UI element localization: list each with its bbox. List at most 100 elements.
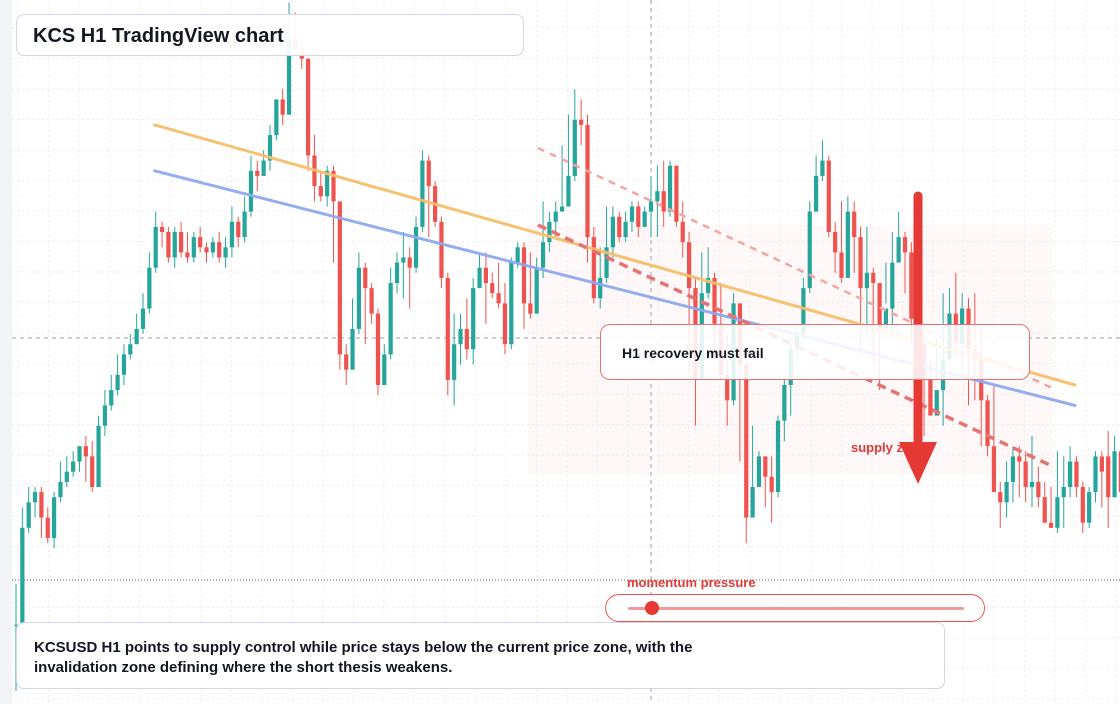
- candle-body: [325, 170, 330, 197]
- candle-body: [852, 211, 857, 238]
- candle-body: [242, 211, 247, 238]
- candle-body: [782, 385, 787, 421]
- left-price-rail: [0, 0, 12, 704]
- title-panel: KCS H1 TradingView chart: [16, 14, 524, 56]
- chart-title: KCS H1 TradingView chart: [33, 25, 284, 47]
- candle-body: [1029, 481, 1035, 487]
- candle-body: [496, 293, 501, 304]
- candle-body: [909, 252, 914, 319]
- summary-text: KCSUSD H1 points to supply control while…: [34, 639, 693, 676]
- candle-body: [1068, 461, 1073, 487]
- candle-body: [223, 247, 228, 258]
- candle-body: [166, 232, 171, 258]
- candle-body: [998, 492, 1003, 503]
- candle-body: [477, 267, 482, 289]
- candle-body: [128, 344, 133, 355]
- candle-body: [407, 257, 412, 268]
- candle-body: [204, 247, 209, 253]
- channel-lower: [537, 223, 1053, 468]
- candle-body: [763, 456, 768, 477]
- candle-body: [629, 206, 635, 222]
- candle-body: [744, 364, 749, 518]
- candle-body: [826, 160, 831, 232]
- candle-body: [229, 221, 234, 248]
- candle-body: [623, 221, 628, 238]
- candle-body: [490, 283, 495, 294]
- candle-body: [680, 221, 685, 243]
- candle-body: [13, 624, 19, 626]
- candle-body: [1106, 456, 1111, 498]
- candle-body: [1048, 522, 1054, 528]
- candle-body: [426, 160, 431, 187]
- candle-body: [610, 216, 615, 248]
- candle-body: [172, 232, 177, 258]
- candle-body: [547, 221, 552, 243]
- candle-body: [96, 425, 101, 487]
- candle-body: [64, 471, 69, 482]
- candle-body: [210, 242, 215, 253]
- candle-body: [814, 175, 819, 212]
- candle-body: [636, 206, 641, 227]
- candle-body: [375, 313, 381, 385]
- candle-body: [934, 390, 939, 416]
- momentum-slider[interactable]: [605, 594, 985, 622]
- candle-body: [280, 99, 285, 115]
- candle-body: [191, 237, 196, 258]
- callout-text: H1 recovery must fail: [622, 345, 764, 361]
- candle-body: [71, 461, 76, 472]
- candle-body: [509, 262, 514, 345]
- candle-body: [845, 211, 850, 278]
- candle-body: [687, 242, 692, 289]
- candle-body: [109, 390, 114, 406]
- candle-body: [883, 308, 889, 329]
- candle-body: [750, 487, 755, 518]
- candle-body: [274, 99, 279, 136]
- candle-body: [1099, 456, 1104, 472]
- candle-body: [617, 216, 622, 238]
- candle-body: [236, 221, 241, 238]
- candle-body: [1042, 497, 1047, 523]
- candle-body: [902, 237, 908, 253]
- candle-body: [134, 328, 139, 345]
- candle-body: [991, 446, 996, 493]
- candle-body: [45, 517, 50, 538]
- momentum-knob[interactable]: [644, 601, 659, 615]
- candle-body: [871, 272, 876, 283]
- candle-body: [90, 456, 95, 487]
- candle-body: [712, 277, 717, 324]
- candle-body: [185, 252, 190, 258]
- candle-body: [858, 237, 863, 289]
- candle-body: [877, 283, 882, 329]
- candle-body: [77, 446, 82, 462]
- candle-body: [39, 492, 44, 518]
- candle-body: [1074, 461, 1079, 487]
- candle-body: [32, 492, 38, 503]
- candle-body: [217, 242, 222, 258]
- candle-body: [566, 175, 571, 207]
- candle-body: [58, 481, 63, 498]
- candle-body: [725, 374, 730, 401]
- candle-body: [655, 191, 660, 202]
- candle-body: [598, 277, 603, 299]
- candle-body: [420, 160, 425, 227]
- summary-panel: KCSUSD H1 points to supply control while…: [16, 622, 945, 689]
- candle-body: [928, 379, 933, 416]
- candle-body: [1087, 492, 1092, 523]
- candle-body: [445, 277, 450, 380]
- candle-body: [775, 420, 781, 493]
- candle-body: [306, 58, 311, 156]
- candle-body: [896, 237, 901, 263]
- candle-body: [439, 221, 444, 278]
- candle-body: [401, 257, 406, 263]
- candle-body: [540, 242, 546, 268]
- candle-body: [413, 226, 419, 268]
- down-arrow-head: [899, 442, 937, 484]
- momentum-track: [628, 607, 964, 610]
- candle-body: [534, 267, 539, 314]
- candle-body: [579, 119, 584, 125]
- candle-body: [801, 288, 806, 334]
- candle-body: [464, 328, 469, 350]
- candle-body: [159, 226, 165, 232]
- candle-body: [394, 262, 400, 283]
- candle-body: [121, 354, 127, 375]
